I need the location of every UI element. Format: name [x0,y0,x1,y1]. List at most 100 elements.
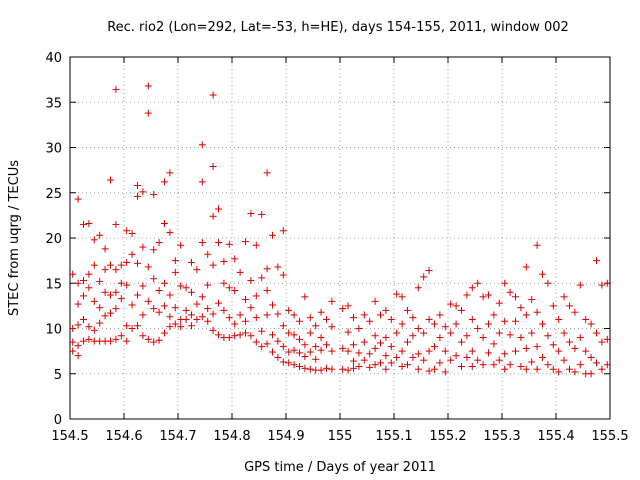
data-point [544,279,552,287]
data-point [231,320,239,328]
data-point [544,361,552,369]
x-tick-label: 155 [328,429,353,444]
data-point [533,241,541,249]
data-point [539,353,546,361]
data-point [225,334,233,342]
y-tick-label: 10 [45,323,62,338]
data-point [420,273,428,281]
data-point [522,311,530,319]
data-point [188,258,195,266]
data-point [220,279,228,287]
data-point [603,279,611,287]
data-point [474,356,482,364]
data-point [296,349,303,357]
data-point [269,348,276,356]
data-point [215,205,222,213]
chart-title: Rec. rio2 (Lon=292, Lat=-53, h=HE), days… [107,20,569,35]
data-point [269,301,276,309]
data-point [285,329,293,337]
x-tick-labels: 154.5 154.6 154.7 154.8 154.9 155 155.1 155.2 15… [51,429,628,444]
data-point [555,315,563,323]
data-point [501,365,509,373]
data-point [139,311,147,319]
data-point [382,306,390,314]
data-point [198,313,206,321]
data-points [69,82,611,378]
data-point [490,340,498,348]
data-point [306,329,314,337]
data-point [252,241,260,249]
data-point [560,329,568,337]
data-point [593,329,600,337]
data-point [155,308,163,316]
data-point [528,296,536,304]
y-tick-label: 20 [45,232,62,247]
data-point [355,363,363,371]
data-point [171,304,179,312]
data-point [587,353,595,361]
data-point [387,343,395,351]
data-point [285,359,293,367]
data-point [112,220,120,228]
data-point [522,344,530,352]
data-point [258,343,266,351]
data-point [285,306,293,314]
data-point [468,347,476,355]
data-point [517,304,525,312]
data-point [128,250,136,258]
data-point [382,365,390,373]
data-point [90,261,98,269]
data-point [474,279,482,287]
data-point [522,365,530,373]
data-point [150,338,158,346]
data-point [182,315,190,323]
data-point [603,335,611,343]
data-point [420,329,428,337]
data-point [425,367,433,375]
data-point [485,291,492,299]
data-point [398,293,406,301]
data-point [188,311,195,319]
data-point [447,356,455,364]
data-point [112,335,120,343]
data-point [231,255,239,263]
data-point [242,317,249,325]
data-point [242,238,249,246]
x-tick-label: 155.3 [483,429,520,444]
data-point [571,344,579,352]
data-point [225,314,233,322]
data-point [225,284,233,292]
data-point [209,212,217,220]
data-point [274,337,282,345]
data-point [177,323,185,331]
data-point [566,338,573,346]
data-point [377,339,384,347]
data-point [90,297,98,305]
data-point [549,341,557,349]
data-point [188,288,195,296]
data-point [560,293,568,301]
data-point [301,364,309,372]
data-point [96,231,104,239]
data-point [463,353,471,361]
data-point [112,86,120,94]
data-point [123,337,131,345]
data-point [522,263,530,271]
data-point [166,229,174,237]
data-point [479,361,487,369]
data-point [366,350,374,358]
data-point [468,363,476,371]
x-tick-label: 154.5 [51,429,88,444]
data-point [387,359,395,367]
data-point [468,284,476,292]
data-point [74,321,82,329]
data-point [274,310,282,318]
data-point [80,277,87,285]
data-point [458,363,465,371]
data-point [74,279,82,287]
data-point [512,293,519,301]
data-point [252,314,260,322]
x-tick-label: 155.5 [591,429,628,444]
data-point [139,282,147,290]
data-point [598,338,606,346]
